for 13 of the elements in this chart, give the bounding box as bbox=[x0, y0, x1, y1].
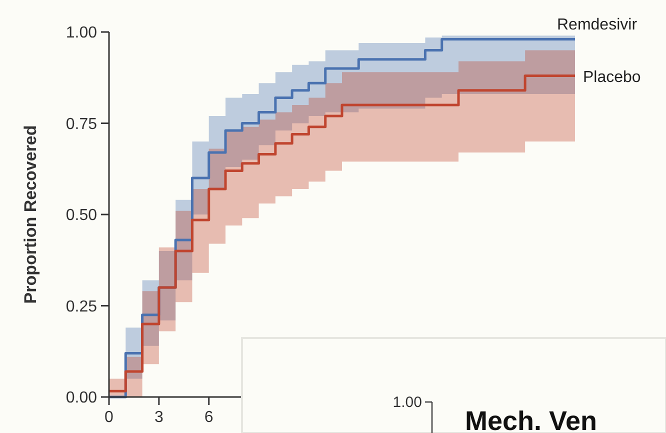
series-label: Placebo bbox=[583, 68, 641, 86]
x-tick-label: 0 bbox=[104, 409, 114, 426]
y-tick-label: 0.25 bbox=[66, 298, 98, 316]
x-tick-label: 6 bbox=[204, 409, 214, 426]
y-tick-label: 0.00 bbox=[66, 390, 98, 407]
overlay-panel: 1.00 Mech. Ven bbox=[241, 337, 666, 433]
series-label: Remdesivir bbox=[557, 16, 638, 34]
x-tick-label: 3 bbox=[154, 409, 164, 426]
y-axis-title: Proportion Recovered bbox=[21, 125, 40, 304]
y-tick-label: 1.00 bbox=[66, 24, 98, 42]
y-tick-label: 0.75 bbox=[66, 116, 98, 133]
y-tick-label: 0.50 bbox=[66, 207, 98, 224]
annotation: 1.00 bbox=[392, 394, 422, 411]
